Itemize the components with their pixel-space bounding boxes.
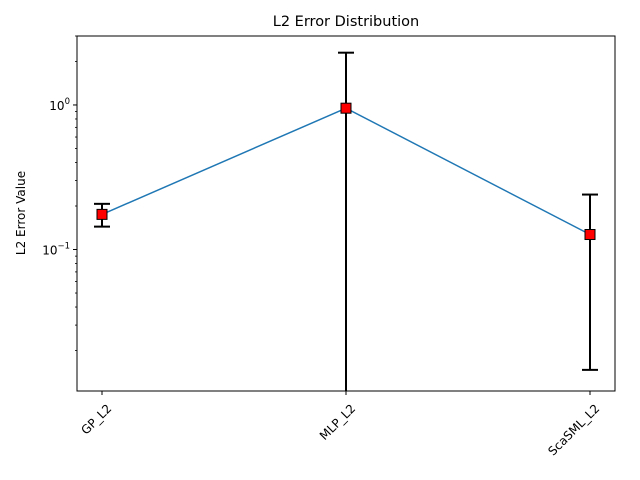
data-point: [340, 102, 352, 114]
data-point: [96, 208, 108, 220]
chart-title: L2 Error Distribution: [273, 14, 419, 30]
y-tick-label: 100: [49, 97, 70, 113]
y-axis-label: L2 Error Value: [14, 171, 28, 255]
axes-frame: [76, 35, 616, 392]
data-point: [584, 229, 596, 241]
y-tick-label: 10−1: [42, 242, 70, 258]
